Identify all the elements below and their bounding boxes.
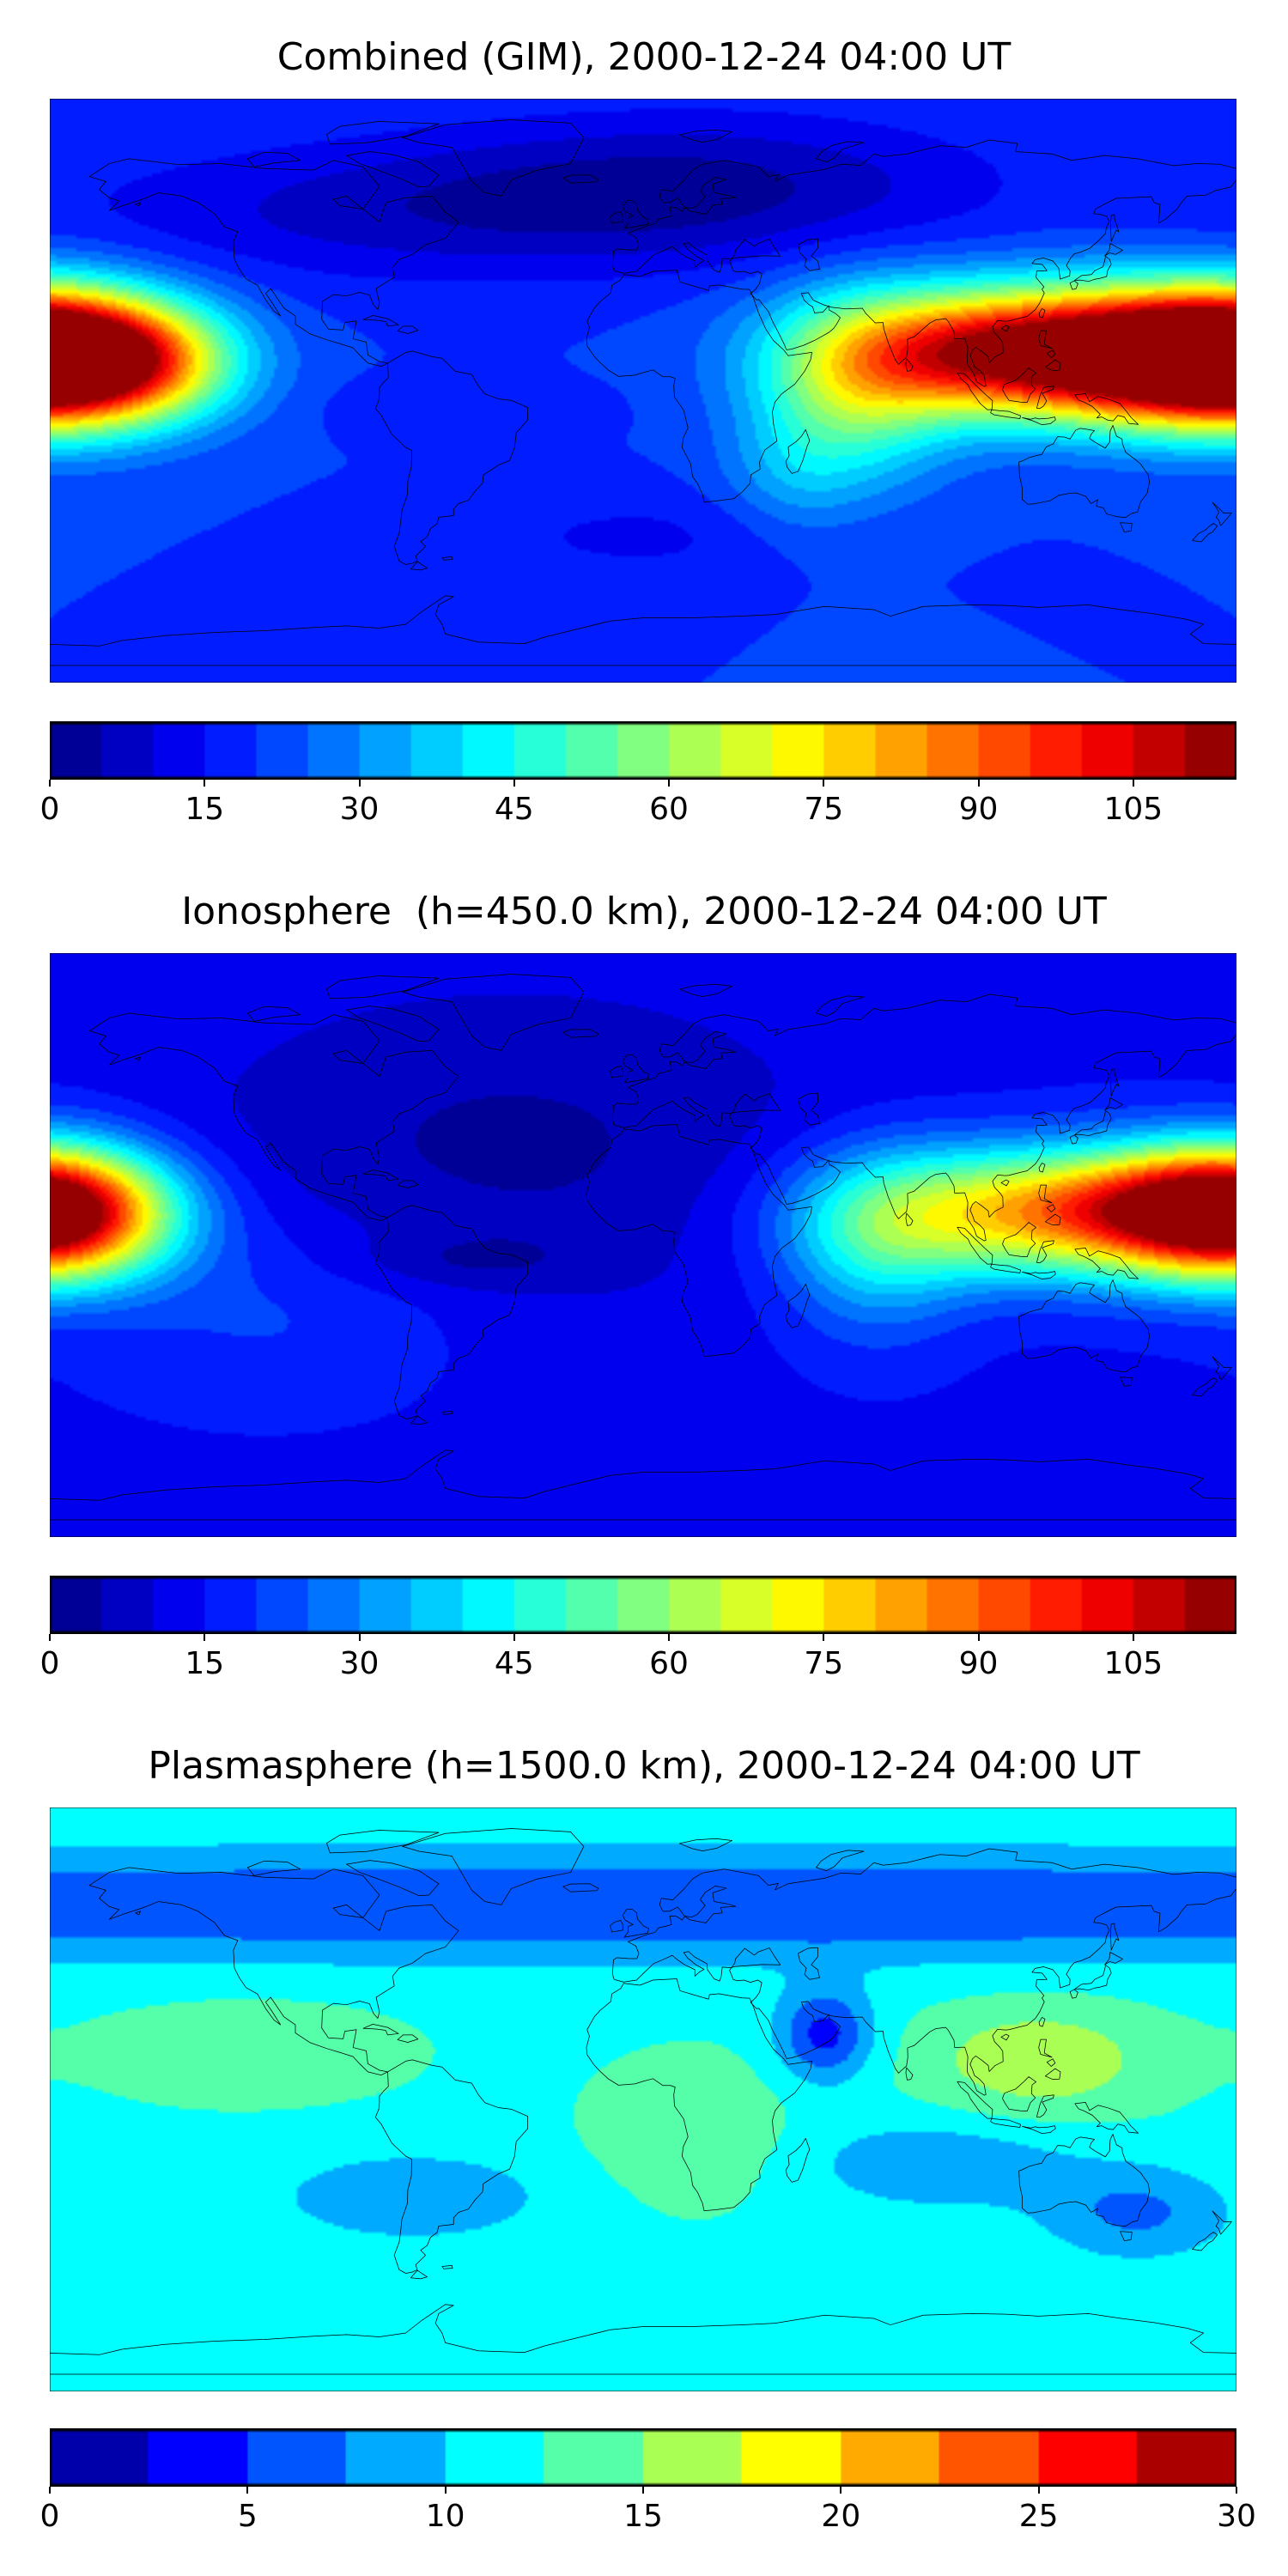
map-title-combined: Combined (GIM), 2000-12-24 04:00 UT <box>276 35 1012 79</box>
colorbar-tick-mark <box>49 2487 51 2494</box>
colorbar-ionosphere <box>50 1576 1236 1634</box>
colorbar-tick-mark <box>1132 1634 1134 1641</box>
colorbar-tick-label: 0 <box>39 792 60 827</box>
map-frame <box>50 99 1236 683</box>
colorbar-tick-label: 15 <box>185 1646 225 1681</box>
continents-outline <box>50 975 1236 1520</box>
colorbar-tick-label: 25 <box>1018 2499 1059 2534</box>
colorbar-tick-label: 60 <box>649 1646 689 1681</box>
colorbar-tick-mark <box>358 780 361 787</box>
colorbar-tick-mark <box>668 1634 671 1641</box>
colorbar-tick-mark <box>513 780 515 787</box>
colorbar-tick-mark <box>204 780 206 787</box>
colorbar-tick-label: 60 <box>649 792 689 827</box>
continents-outline <box>50 1829 1236 2374</box>
map-frame <box>50 1807 1236 2391</box>
colorbar-tick-label: 5 <box>237 2499 258 2534</box>
coastline-overlay-combined <box>50 99 1236 683</box>
colorbar-tick-label: 90 <box>958 1646 999 1681</box>
colorbar-tick-mark <box>977 1634 980 1641</box>
colorbar-plasmasphere <box>50 2428 1236 2487</box>
colorbar-tick-mark <box>246 2487 249 2494</box>
colorbar-tick-label: 75 <box>804 1646 844 1681</box>
coastline-overlay-ionosphere <box>50 953 1236 1537</box>
colorbar-tick-label: 15 <box>185 792 225 827</box>
colorbar-tick-label: 30 <box>1217 2499 1256 2534</box>
colorbar-tick-mark <box>668 780 671 787</box>
colorbar-tick-label: 15 <box>623 2499 663 2534</box>
colorbar-tick-mark <box>823 1634 825 1641</box>
colorbar-tick-mark <box>204 1634 206 1641</box>
colorbar-tick-label: 45 <box>494 1646 534 1681</box>
coastline-overlay-plasmasphere <box>50 1807 1236 2391</box>
tec-map-ionosphere <box>50 953 1236 1537</box>
colorbar-ticks-combined: 0 15 30 45 60 75 90 105 <box>0 780 1288 831</box>
map-frame <box>50 953 1236 1537</box>
colorbar-tick-mark <box>977 780 980 787</box>
continents-outline <box>50 120 1236 665</box>
coastline-path <box>50 120 1236 665</box>
colorbar-tick-mark <box>1132 780 1134 787</box>
colorbar-tick-mark <box>1236 2487 1237 2494</box>
colorbar-ticks-plasmasphere: 0 5 10 15 20 25 30 <box>0 2487 1288 2538</box>
colorbar-tick-label: 45 <box>494 792 534 827</box>
colorbar-tick-label: 20 <box>821 2499 861 2534</box>
colorbar-combined <box>50 721 1236 780</box>
colorbar-tick-mark <box>444 2487 447 2494</box>
colorbar-tick-label: 75 <box>804 792 844 827</box>
colorbar-tick-mark <box>840 2487 842 2494</box>
colorbar-tick-label: 0 <box>39 2499 60 2534</box>
colorbar-tick-label: 30 <box>339 792 380 827</box>
colorbar-tick-label: 105 <box>1103 1646 1163 1681</box>
tec-map-combined <box>50 99 1236 683</box>
colorbar-tick-mark <box>513 1634 515 1641</box>
tec-map-plasmasphere <box>50 1807 1236 2391</box>
colorbar-tick-mark <box>49 780 51 787</box>
coastline-path <box>50 975 1236 1520</box>
colorbar-tick-mark <box>1037 2487 1040 2494</box>
coastline-path <box>50 1829 1236 2374</box>
colorbar-tick-label: 10 <box>425 2499 465 2534</box>
colorbar-tick-mark <box>823 780 825 787</box>
colorbar-tick-label: 105 <box>1103 792 1163 827</box>
colorbar-tick-label: 0 <box>39 1646 60 1681</box>
colorbar-tick-label: 30 <box>339 1646 380 1681</box>
colorbar-tick-mark <box>358 1634 361 1641</box>
map-title-plasmasphere: Plasmasphere (h=1500.0 km), 2000-12-24 0… <box>148 1744 1140 1788</box>
colorbar-tick-label: 90 <box>958 792 999 827</box>
colorbar-tick-mark <box>49 1634 51 1641</box>
colorbar-tick-mark <box>642 2487 644 2494</box>
colorbar-ticks-ionosphere: 0 15 30 45 60 75 90 105 <box>0 1634 1288 1686</box>
map-title-ionosphere: Ionosphere (h=450.0 km), 2000-12-24 04:0… <box>181 890 1107 933</box>
